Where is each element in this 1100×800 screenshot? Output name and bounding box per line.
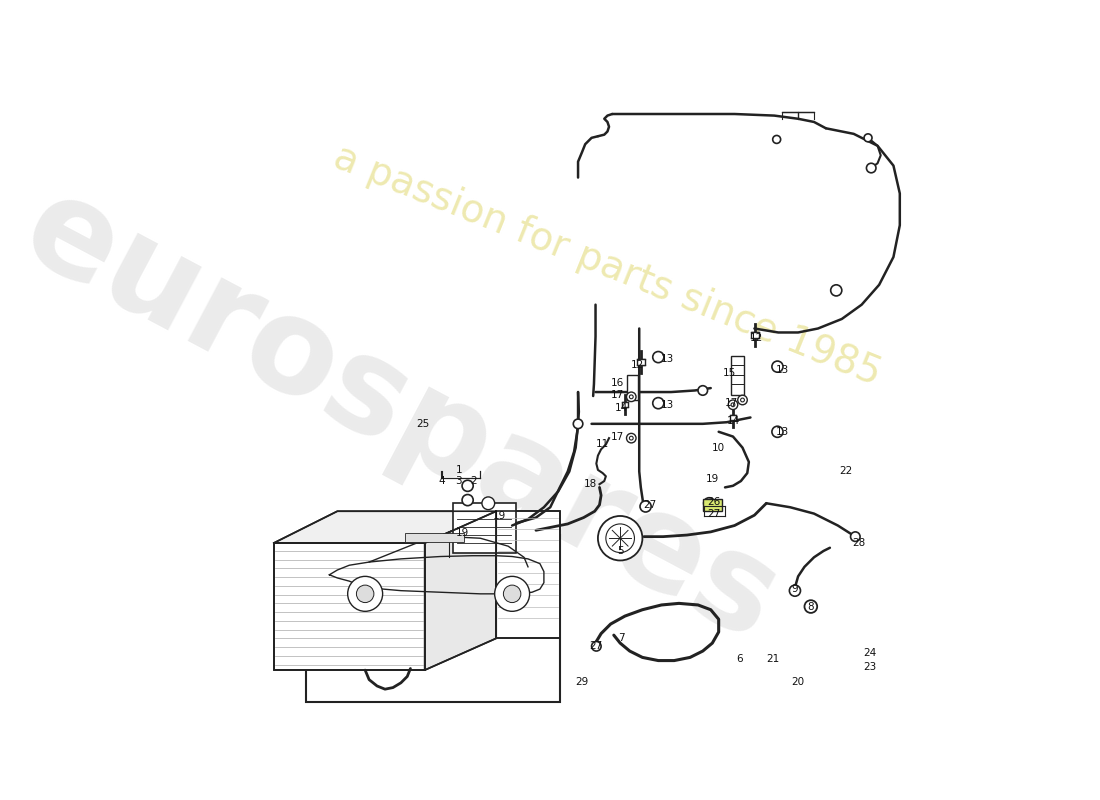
Circle shape <box>772 426 783 438</box>
Text: 19: 19 <box>456 529 470 538</box>
Circle shape <box>652 398 664 409</box>
Text: 29: 29 <box>575 677 589 687</box>
Text: 19: 19 <box>493 511 506 521</box>
Circle shape <box>804 600 817 613</box>
Circle shape <box>867 163 876 173</box>
Text: 13: 13 <box>661 400 674 410</box>
Text: 14: 14 <box>726 416 739 426</box>
Text: a passion for parts since 1985: a passion for parts since 1985 <box>328 138 887 393</box>
Circle shape <box>629 395 634 398</box>
Text: 2: 2 <box>471 476 477 486</box>
Circle shape <box>592 642 601 651</box>
Text: 10: 10 <box>712 442 725 453</box>
Bar <box>751 332 759 338</box>
Bar <box>703 498 722 511</box>
Text: 21: 21 <box>766 654 779 664</box>
Circle shape <box>504 585 521 602</box>
Circle shape <box>728 400 738 410</box>
Bar <box>729 415 736 420</box>
Polygon shape <box>425 511 496 670</box>
Circle shape <box>462 480 473 491</box>
Text: 4: 4 <box>439 476 446 486</box>
Text: 25: 25 <box>417 419 430 429</box>
Circle shape <box>606 524 635 553</box>
Text: 3: 3 <box>455 476 462 486</box>
Circle shape <box>627 434 636 443</box>
Circle shape <box>740 398 745 402</box>
Text: 27: 27 <box>590 642 603 651</box>
Text: 19: 19 <box>706 474 719 485</box>
Bar <box>637 359 645 365</box>
Bar <box>621 402 628 407</box>
Text: 13: 13 <box>776 426 789 437</box>
Text: 12: 12 <box>750 333 763 343</box>
Text: 15: 15 <box>723 368 736 378</box>
Text: 17: 17 <box>610 431 624 442</box>
Circle shape <box>704 498 715 509</box>
Bar <box>405 533 464 542</box>
Bar <box>732 355 744 395</box>
Text: 11: 11 <box>596 439 609 450</box>
Text: 7: 7 <box>618 634 625 643</box>
Polygon shape <box>274 543 425 670</box>
Text: 13: 13 <box>661 354 674 364</box>
Text: 22: 22 <box>839 466 853 477</box>
Text: 18: 18 <box>583 479 596 490</box>
Text: 27: 27 <box>707 510 721 519</box>
Circle shape <box>495 576 529 611</box>
Text: 28: 28 <box>851 538 865 548</box>
Text: 16: 16 <box>610 378 624 387</box>
Circle shape <box>652 351 664 362</box>
Circle shape <box>356 585 374 602</box>
Text: 23: 23 <box>864 662 877 672</box>
Text: 27: 27 <box>644 500 657 510</box>
Text: 8: 8 <box>807 602 814 611</box>
Text: 20: 20 <box>792 677 805 687</box>
Circle shape <box>732 403 735 406</box>
Text: 1: 1 <box>455 465 462 475</box>
Circle shape <box>462 494 473 506</box>
Text: 9: 9 <box>792 584 799 594</box>
Text: 24: 24 <box>864 648 877 658</box>
Circle shape <box>830 285 842 296</box>
Polygon shape <box>496 511 560 638</box>
Text: 13: 13 <box>776 365 789 375</box>
Circle shape <box>573 419 583 429</box>
Text: 14: 14 <box>615 403 628 413</box>
Circle shape <box>348 576 383 611</box>
Circle shape <box>598 516 642 561</box>
Circle shape <box>629 436 634 440</box>
Polygon shape <box>274 511 496 543</box>
Text: 17: 17 <box>610 390 624 400</box>
Text: eurospares: eurospares <box>2 164 800 668</box>
Circle shape <box>698 386 707 395</box>
Text: 6: 6 <box>736 654 743 664</box>
Text: 12: 12 <box>631 360 645 370</box>
Circle shape <box>640 501 651 512</box>
Bar <box>306 535 560 702</box>
Circle shape <box>865 134 872 142</box>
Circle shape <box>482 497 495 510</box>
Text: 5: 5 <box>617 546 624 556</box>
Circle shape <box>772 361 783 372</box>
Bar <box>627 374 638 400</box>
Text: 17: 17 <box>725 398 738 408</box>
Circle shape <box>790 585 801 596</box>
Circle shape <box>627 392 636 402</box>
Circle shape <box>738 395 747 405</box>
Text: 26: 26 <box>707 497 721 506</box>
Bar <box>452 503 516 553</box>
Circle shape <box>850 532 860 542</box>
Circle shape <box>772 135 781 143</box>
